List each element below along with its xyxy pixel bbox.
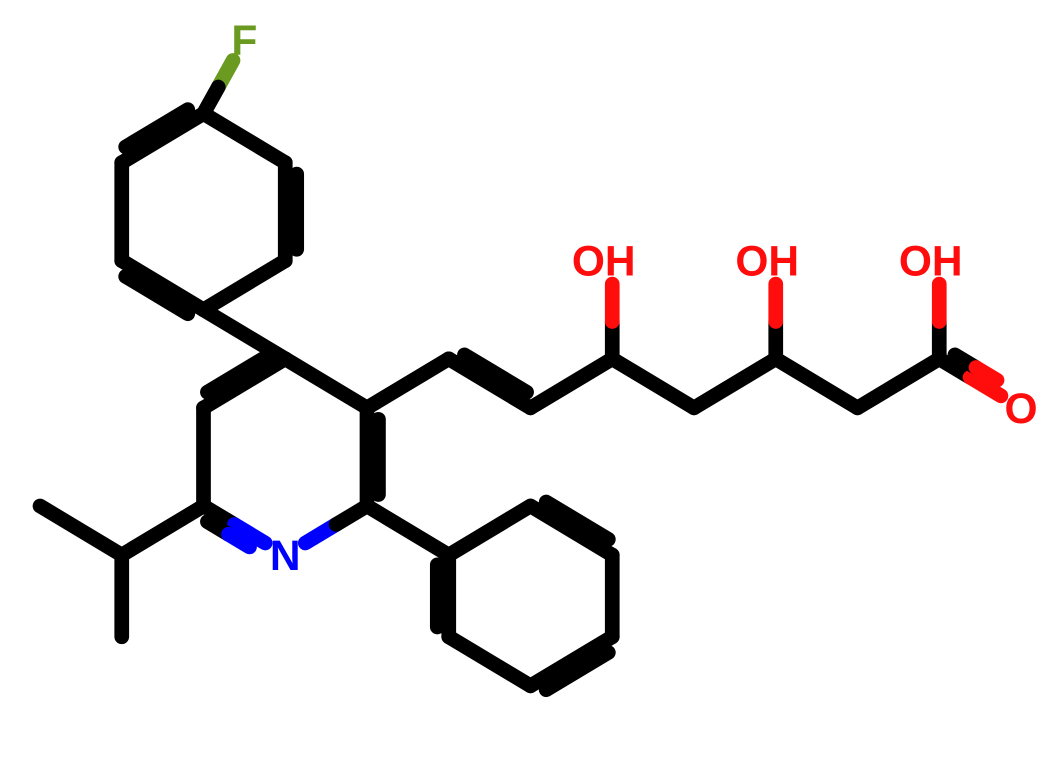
bond xyxy=(776,359,858,408)
atom-label-OH1: OH xyxy=(572,239,636,286)
bond xyxy=(122,506,204,555)
bond xyxy=(367,359,449,408)
molecule-diagram: F N OH OH OH O xyxy=(0,0,1061,772)
bond xyxy=(40,506,122,555)
atom-label-Od: O xyxy=(1004,386,1037,433)
bond xyxy=(694,359,776,408)
bond xyxy=(204,261,286,310)
bond xyxy=(449,637,531,686)
bond xyxy=(531,359,613,408)
atom-label-OH3: OH xyxy=(899,239,963,286)
bond xyxy=(612,359,694,408)
bond xyxy=(285,359,367,408)
bond xyxy=(367,506,449,555)
atom-label-F: F xyxy=(231,18,257,65)
atom-label-N: N xyxy=(270,533,301,580)
atom-label-OH2: OH xyxy=(735,239,799,286)
bond xyxy=(858,359,940,408)
bond xyxy=(449,506,531,555)
bond xyxy=(204,114,286,163)
